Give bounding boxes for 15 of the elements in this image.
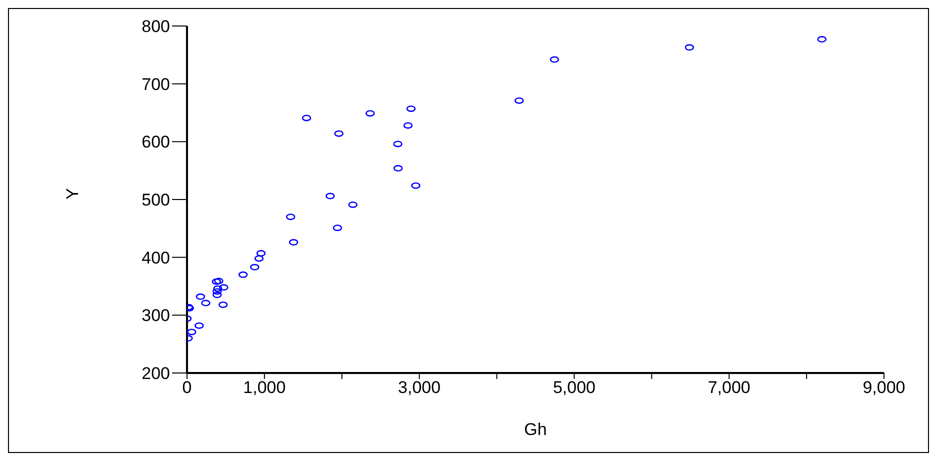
y-tick-label: 200 [142,364,170,384]
x-tick-label: 7,000 [708,378,750,398]
y-tick-label: 300 [142,306,170,326]
x-tick-label: 9,000 [862,378,906,398]
y-tick-label: 600 [142,132,170,152]
y-tick-label: 800 [142,17,170,36]
x-axis-title: Gh [524,420,547,439]
x-tick-label: 3,000 [398,378,441,398]
y-tick-label: 700 [142,74,170,94]
x-tick-label: 0 [182,378,192,398]
y-axis-title: Y [63,188,82,200]
y-tick-label: 500 [142,190,170,210]
y-tick-label: 400 [142,248,170,268]
x-tick-label: 1,000 [243,378,286,398]
x-tick-label: 5,000 [552,378,596,398]
